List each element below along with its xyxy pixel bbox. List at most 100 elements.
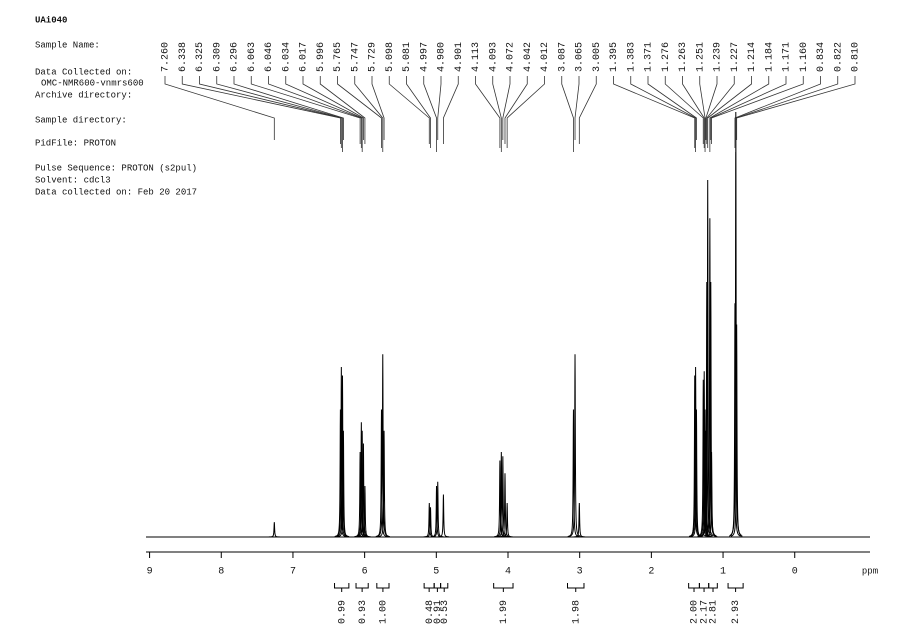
peak-label: 5.098 [385,42,396,72]
peak-label: 6.017 [299,42,310,72]
peak-label: 1.227 [730,42,741,72]
peak-label: 3.005 [592,42,603,72]
info-line: Sample directory: [35,115,127,125]
peak-label: 1.395 [609,42,620,72]
integral-bracket [493,583,514,592]
peak-connector [216,76,343,152]
integral-label: 0.53 [440,600,451,624]
peak-label: 6.046 [264,42,275,72]
peak-label: 1.276 [661,42,672,72]
info-line: Data Collected on: [35,67,132,77]
x-tick-label: 7 [290,567,296,578]
peak-connector [736,76,856,140]
integral-bracket [433,583,442,592]
integral-bracket [698,583,710,592]
peak-label: 6.325 [195,42,206,72]
peak-label: 1.251 [695,42,706,72]
peak-label: 5.081 [402,42,413,72]
integral-bracket [688,583,700,592]
peak-label: 1.160 [799,42,810,72]
peak-label: 4.093 [488,42,499,72]
info-line: Pulse Sequence: PROTON (s2pul) [35,163,197,173]
peak-connector [285,76,363,152]
peak [337,430,350,538]
peak [376,354,389,537]
peak-label: 4.901 [454,42,465,72]
peak-label: 1.383 [626,42,637,72]
peak-label: 4.012 [540,42,551,72]
peak-connector [423,76,437,152]
integral-label: 0.99 [337,600,348,624]
peak-connector [574,76,580,140]
peak [431,481,444,538]
peak-connector [504,76,528,144]
peak [567,409,580,537]
integral-label: 2.17 [700,600,711,624]
peak-connector [705,76,718,140]
peak-label: 5.729 [368,42,379,72]
peak-connector [707,76,752,148]
peak-connector [164,76,275,140]
info-line: UAi040 [35,15,67,25]
integral-label: 2.00 [690,600,701,624]
x-tick-label: 6 [362,567,368,578]
info-line: Data collected on: Feb 20 2017 [35,187,197,197]
peak-label: 1.171 [782,42,793,72]
peak-label: 4.042 [523,42,534,72]
peak-connector [647,76,697,140]
peak-connector [233,76,344,140]
peak-connector [502,76,511,140]
peak [569,354,581,537]
x-tick-label: 8 [218,567,224,578]
info-line: Sample Name: [35,40,100,50]
integral-label: 2.93 [731,600,742,624]
peak [573,502,586,538]
peak-label: 7.260 [161,42,172,72]
x-axis-label: ppm [862,566,878,576]
peak-label: 5.996 [316,42,327,72]
peak-connector [710,76,787,140]
peak [497,456,509,538]
info-line: Archive directory: [35,90,132,100]
x-tick-label: 5 [433,567,439,578]
peak [499,473,511,538]
peak [359,485,371,538]
peak-label: 5.765 [333,42,344,72]
x-tick-label: 4 [505,567,511,578]
peak-connector [492,76,502,152]
integral-label: 0.91 [433,600,444,624]
x-tick-label: 0 [792,567,798,578]
peak-label: 6.034 [281,42,292,72]
peak-connector [319,76,366,144]
integral-label: 2.81 [709,600,720,624]
peak-label: 1.214 [747,42,758,72]
peak-connector [337,76,382,148]
peak-connector [613,76,696,148]
peak-label: 6.309 [212,42,223,72]
peak-connector [709,76,770,152]
integral-bracket [423,583,435,592]
integral-label: 0.93 [358,600,369,624]
integral-label: 0.48 [425,600,436,624]
info-line: Solvent: cdcl3 [35,175,111,185]
peak-label: 1.371 [644,42,655,72]
peak-connector [699,76,706,152]
peak-connector [711,76,804,144]
peak-label: 6.063 [247,42,258,72]
peak-connector [199,76,342,148]
integral-bracket [376,583,390,592]
peak-connector [437,76,442,140]
peak-connector [664,76,704,144]
peak-label: 0.822 [833,42,844,72]
peak-connector [706,76,735,144]
peak-connector [302,76,364,140]
peak-connector [388,76,430,144]
peak-label: 0.834 [816,42,827,72]
peak-label: 3.087 [557,42,568,72]
x-tick-label: 9 [147,567,153,578]
peak [704,281,717,537]
peak-connector [371,76,385,140]
peak-connector [406,76,431,148]
peak-label: 6.296 [230,42,241,72]
